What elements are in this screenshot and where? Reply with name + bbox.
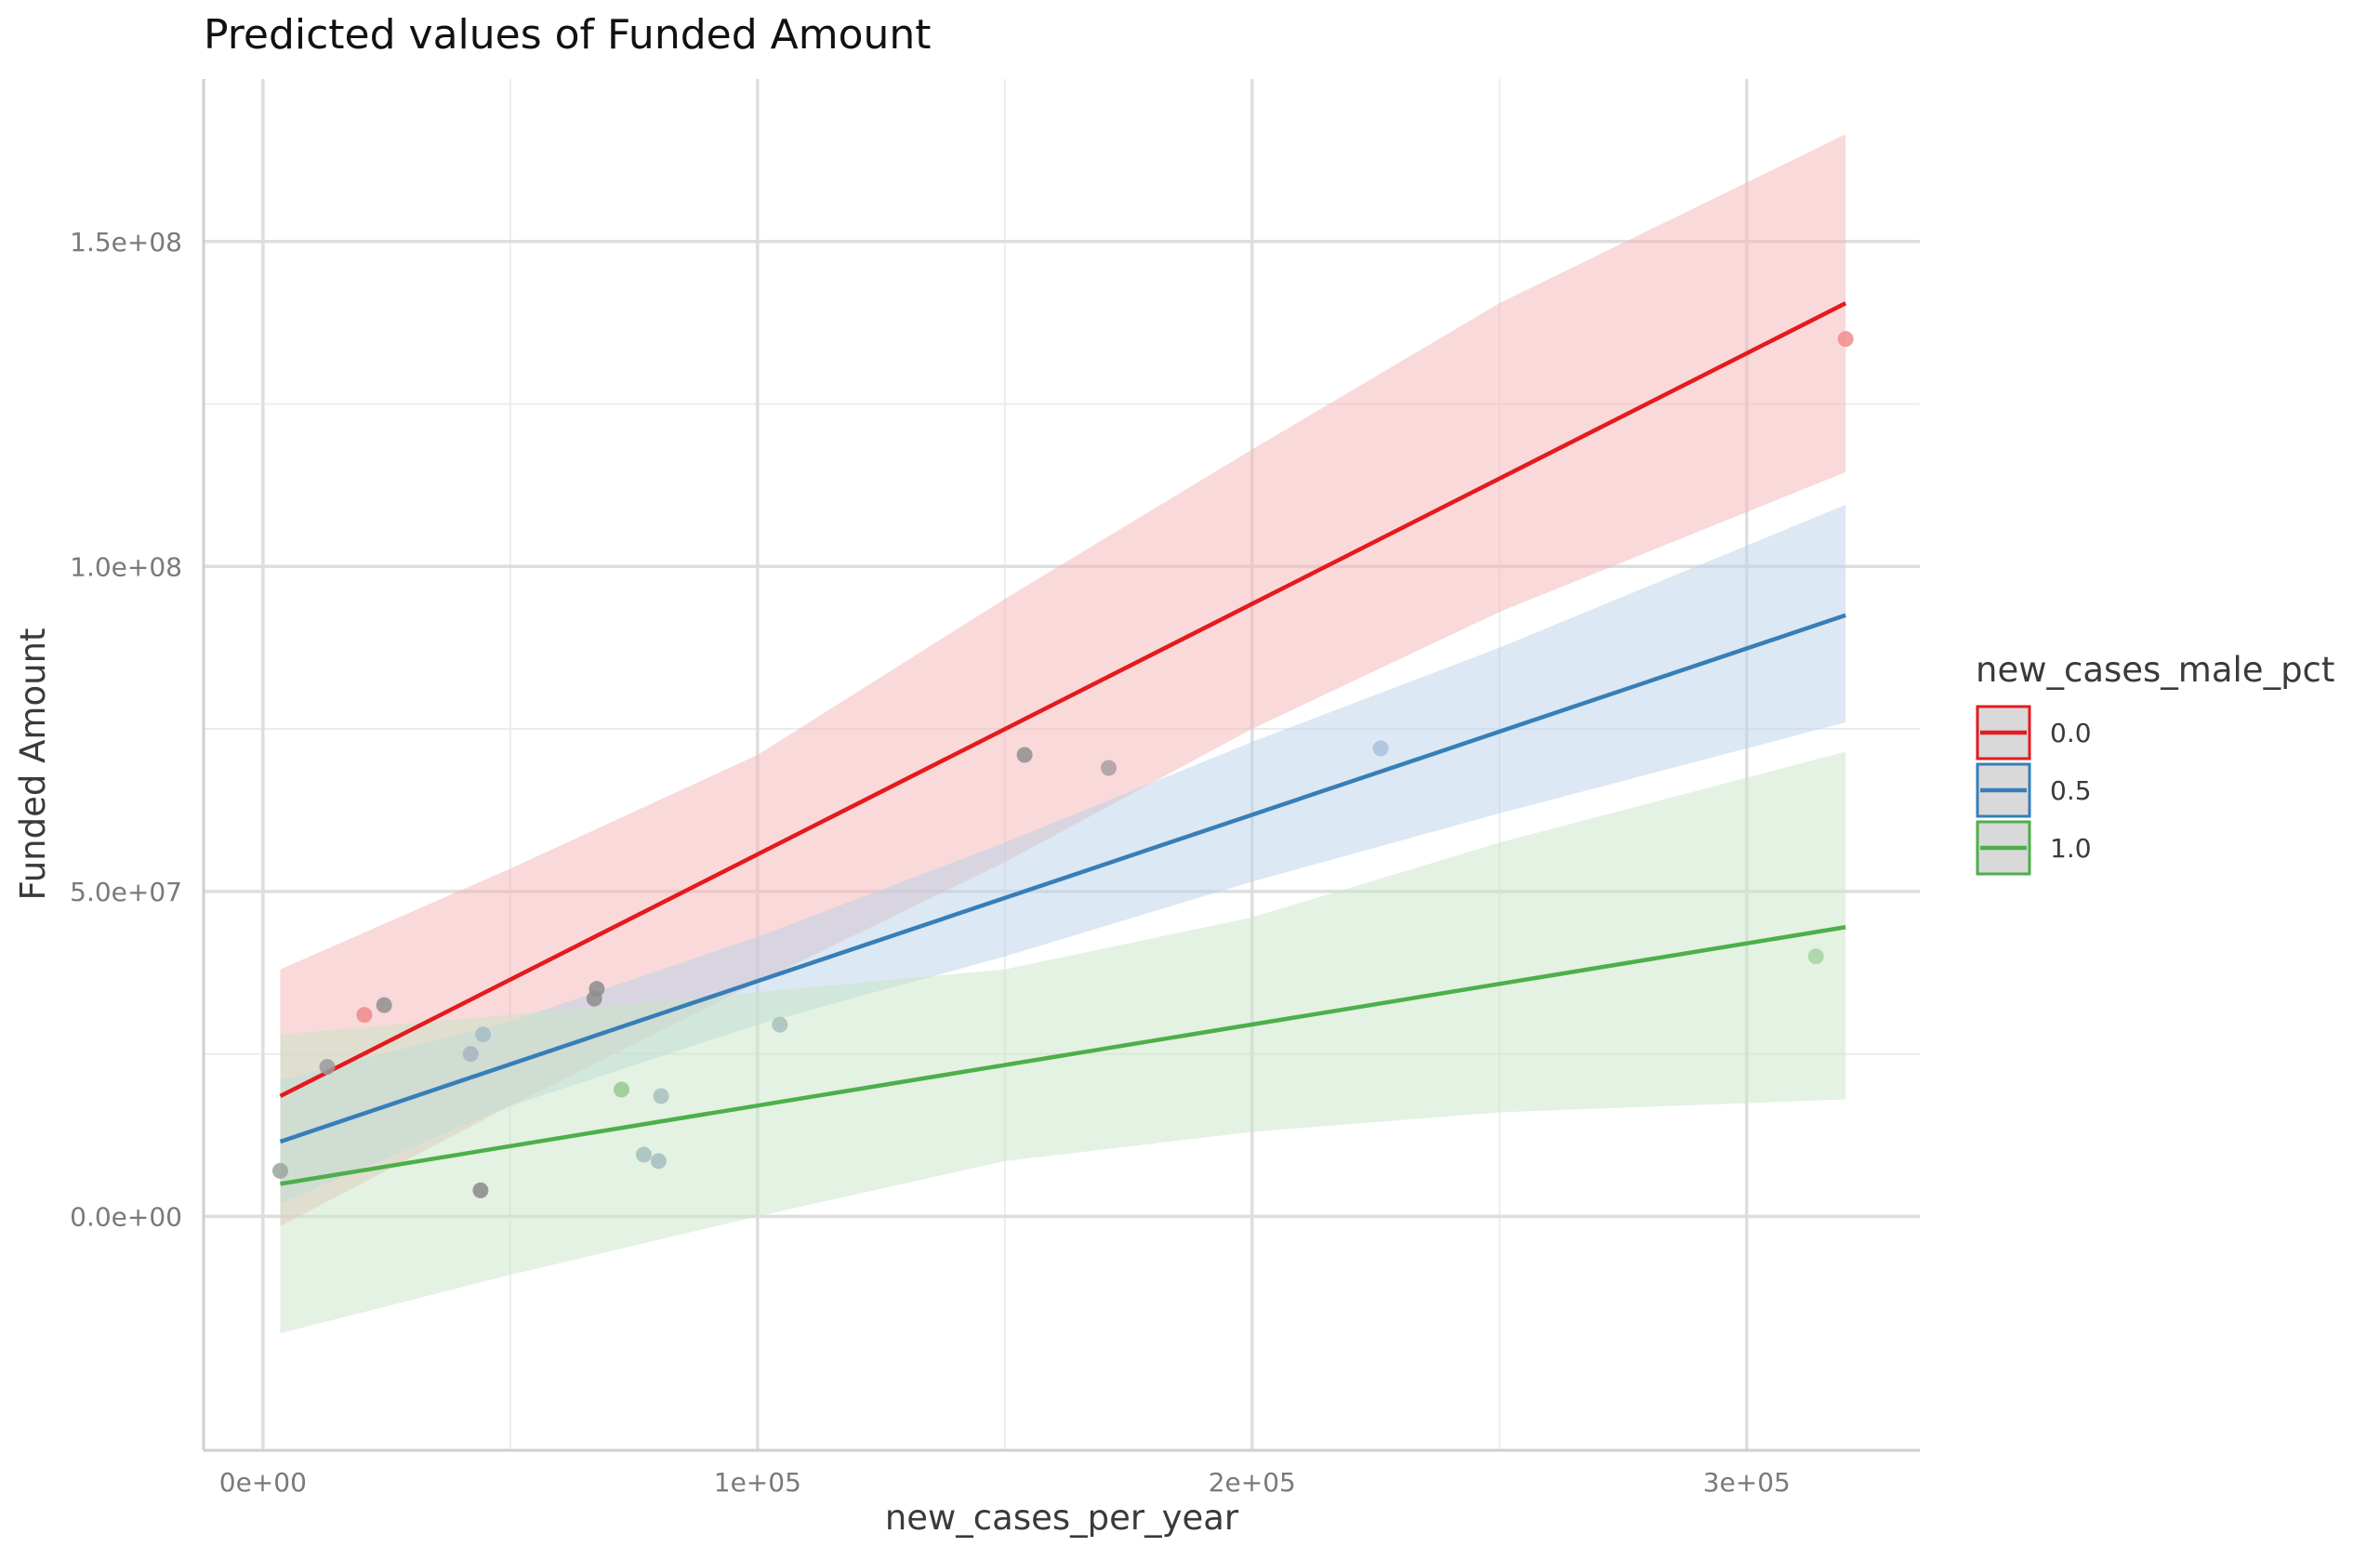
legend-item-0.5: 0.5 (1976, 762, 2092, 818)
data-point (472, 1182, 489, 1198)
x-tick-label: 1e+05 (714, 1467, 801, 1498)
prediction-lines (279, 301, 1847, 1186)
data-point (475, 1026, 492, 1043)
confidence-band-1.0 (280, 751, 1846, 1334)
data-point (588, 981, 605, 998)
legend-label: 1.0 (2050, 833, 2092, 864)
x-tick-label: 2e+05 (1209, 1467, 1296, 1498)
confidence-bands (280, 134, 1846, 1334)
data-points (271, 331, 1854, 1198)
confidence-band-0.0 (280, 134, 1846, 1226)
data-point (356, 1007, 373, 1024)
y-tick-label: 0.0e+00 (70, 1201, 182, 1232)
axes (202, 79, 1920, 1452)
data-point (376, 997, 392, 1013)
legend-label: 0.0 (2050, 718, 2092, 748)
y-tick-label: 5.0e+07 (70, 877, 182, 907)
data-point (462, 1046, 479, 1063)
data-point (614, 1081, 630, 1098)
chart-title: Predicted values of Funded Amount (204, 11, 932, 59)
data-point (1837, 331, 1854, 348)
x-tick-label: 0e+00 (219, 1467, 307, 1498)
data-point (1372, 740, 1389, 757)
data-point (635, 1146, 652, 1163)
data-point (1016, 747, 1033, 763)
x-axis-title: new_cases_per_year (885, 1498, 1239, 1538)
legend-title: new_cases_male_pct (1976, 650, 2334, 690)
y-tick-label: 1.5e+08 (70, 227, 182, 258)
data-point (1101, 760, 1117, 776)
prediction-line-0.5 (279, 613, 1846, 1144)
legend-item-0.0: 0.0 (1976, 705, 2092, 760)
x-tick-label: 3e+05 (1703, 1467, 1791, 1498)
prediction-line-0.0 (279, 301, 1847, 1099)
legend-item-1.0: 1.0 (1976, 820, 2092, 876)
data-point (650, 1153, 667, 1170)
y-axis-title: Funded Amount (13, 628, 53, 900)
legend: new_cases_male_pct 0.0 0.5 1.0 (1976, 650, 2334, 876)
data-point (271, 1162, 288, 1179)
data-point (653, 1088, 669, 1104)
data-point (319, 1059, 336, 1076)
y-tick-label: 1.0e+08 (70, 551, 182, 582)
data-point (1807, 948, 1824, 965)
tick-labels: 0e+00 1e+05 2e+05 3e+05 0.0e+00 5.0e+07 1.0e+0… (70, 227, 1791, 1498)
prediction-line-1.0 (280, 925, 1846, 1186)
data-point (772, 1016, 788, 1033)
legend-label: 0.5 (2050, 775, 2092, 806)
